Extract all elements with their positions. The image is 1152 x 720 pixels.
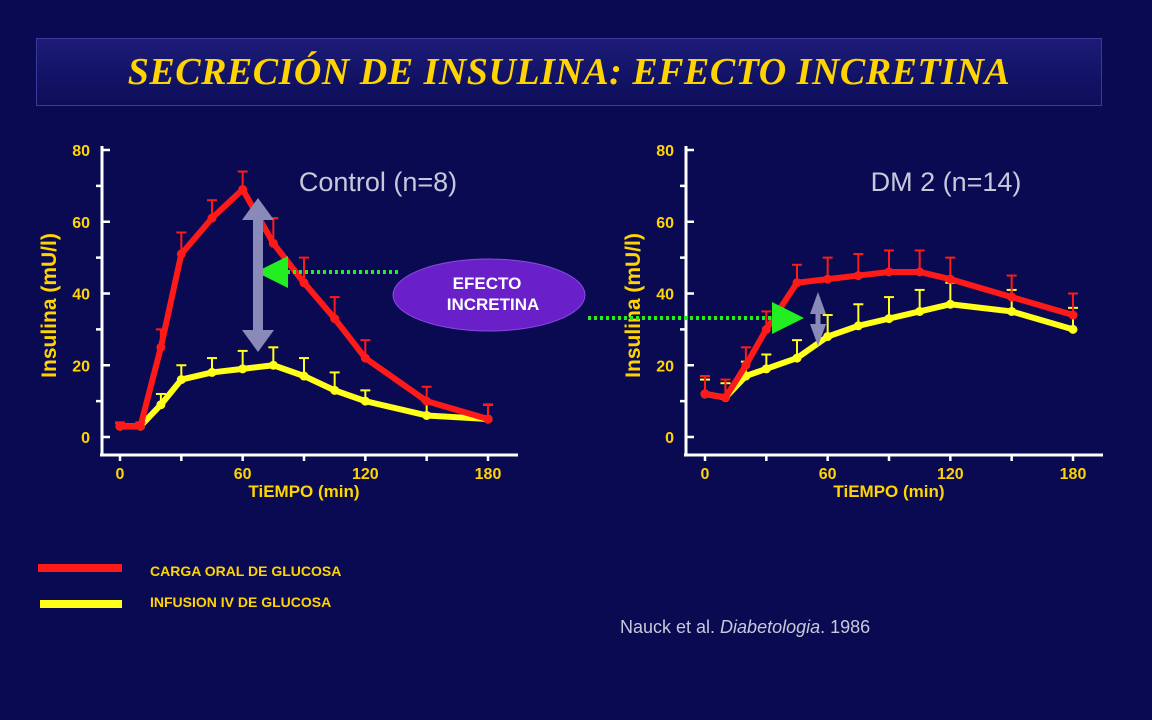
y-tick-label: 20 — [656, 358, 674, 375]
arrow-head-down — [810, 324, 826, 346]
chart-title: Control (n=8) — [299, 167, 457, 197]
data-point — [483, 414, 493, 424]
citation-journal: Diabetologia — [720, 617, 820, 637]
x-tick-label: 0 — [116, 466, 125, 483]
data-point — [238, 184, 248, 194]
arrow-shaft — [253, 216, 263, 334]
arrow-head-down — [242, 330, 274, 352]
data-point — [853, 271, 863, 281]
data-point — [330, 314, 340, 324]
y-tick-label: 0 — [81, 430, 90, 447]
data-point — [761, 324, 771, 334]
data-point — [1007, 292, 1017, 302]
chart-control: 0 20 40 60 80 0 60 120 180 TiEMPO (min) Insulina (… — [38, 143, 518, 501]
data-point — [823, 332, 833, 342]
y-axis-label: Insulina (mU/l) — [38, 233, 61, 378]
data-point — [700, 389, 710, 399]
chart-title: DM 2 (n=14) — [871, 167, 1022, 197]
data-point — [945, 299, 955, 309]
citation-authors: Nauck et al. — [620, 617, 720, 637]
arrow-head-up — [242, 198, 274, 220]
bubble-shape — [392, 258, 586, 332]
data-point — [268, 238, 278, 248]
x-axis-label: TiEMPO (min) — [248, 482, 359, 501]
series-line — [704, 268, 1074, 401]
data-point — [299, 278, 309, 288]
data-point — [299, 371, 309, 381]
y-axis-label: Insulina (mU/l) — [622, 233, 645, 378]
incretin-arrow-dm2 — [810, 292, 826, 346]
data-point — [422, 410, 432, 420]
data-point — [884, 267, 894, 277]
title-bar: SECRECIÓN DE INSULINA: EFECTO INCRETINA — [36, 38, 1102, 106]
data-point — [1068, 324, 1078, 334]
data-point — [823, 274, 833, 284]
bubble-line-2: INCRETINA — [447, 295, 540, 314]
data-point — [792, 278, 802, 288]
legend-label-oral: CARGA ORAL DE GLUCOSA — [150, 563, 341, 579]
x-tick-label: 180 — [475, 466, 502, 483]
data-point — [1007, 306, 1017, 316]
data-point — [207, 213, 217, 223]
data-point — [156, 342, 166, 352]
efecto-incretina-bubble: EFECTO INCRETINA — [392, 258, 586, 332]
legend-swatch-oral — [38, 564, 122, 572]
x-tick-label: 180 — [1060, 466, 1087, 483]
y-tick-label: 60 — [656, 215, 674, 232]
legend: CARGA ORAL DE GLUCOSA INFUSION IV DE GLU… — [38, 563, 341, 610]
chart-dm2: 0 20 40 60 80 0 60 120 180 TiEMPO (min) Insulina (… — [622, 143, 1103, 501]
data-point — [360, 396, 370, 406]
data-point — [176, 249, 186, 259]
data-point — [741, 360, 751, 370]
citation: Nauck et al. Diabetologia. 1986 — [620, 617, 870, 637]
data-point — [238, 364, 248, 374]
bubble-line-1: EFECTO — [453, 274, 522, 293]
y-tick-label: 40 — [656, 287, 674, 304]
y-tick-label: 80 — [72, 143, 90, 160]
data-point — [330, 385, 340, 395]
x-tick-label: 60 — [819, 466, 837, 483]
data-point — [915, 267, 925, 277]
data-point — [207, 367, 217, 377]
legend-swatch-iv — [40, 600, 122, 608]
x-tick-label: 0 — [701, 466, 710, 483]
series-line — [120, 362, 489, 430]
y-tick-label: 80 — [656, 143, 674, 160]
data-point — [761, 364, 771, 374]
data-point — [268, 360, 278, 370]
data-point — [884, 314, 894, 324]
slide-title: SECRECIÓN DE INSULINA: EFECTO INCRETINA — [127, 51, 1011, 93]
data-point — [176, 375, 186, 385]
data-point — [360, 353, 370, 363]
data-point — [135, 421, 145, 431]
incretin-arrow-control — [242, 198, 274, 352]
x-tick-label: 60 — [234, 466, 252, 483]
series-oral — [700, 249, 1078, 403]
citation-year: . 1986 — [820, 617, 870, 637]
data-point — [915, 306, 925, 316]
series-line — [704, 301, 1074, 401]
data-point — [156, 400, 166, 410]
y-tick-label: 60 — [72, 215, 90, 232]
data-point — [1068, 310, 1078, 320]
y-tick-label: 40 — [72, 287, 90, 304]
legend-label-iv: INFUSION IV DE GLUCOSA — [150, 594, 331, 610]
x-axis-label: TiEMPO (min) — [833, 482, 944, 501]
data-point — [720, 393, 730, 403]
data-point — [853, 321, 863, 331]
y-tick-label: 20 — [72, 358, 90, 375]
arrow-shaft — [815, 310, 821, 328]
x-tick-label: 120 — [352, 466, 379, 483]
data-point — [792, 353, 802, 363]
series-iv — [115, 346, 493, 431]
data-point — [422, 396, 432, 406]
data-point — [945, 274, 955, 284]
x-tick-label: 120 — [937, 466, 964, 483]
y-tick-label: 0 — [665, 430, 674, 447]
data-point — [115, 421, 125, 431]
arrow-head-up — [810, 292, 826, 314]
